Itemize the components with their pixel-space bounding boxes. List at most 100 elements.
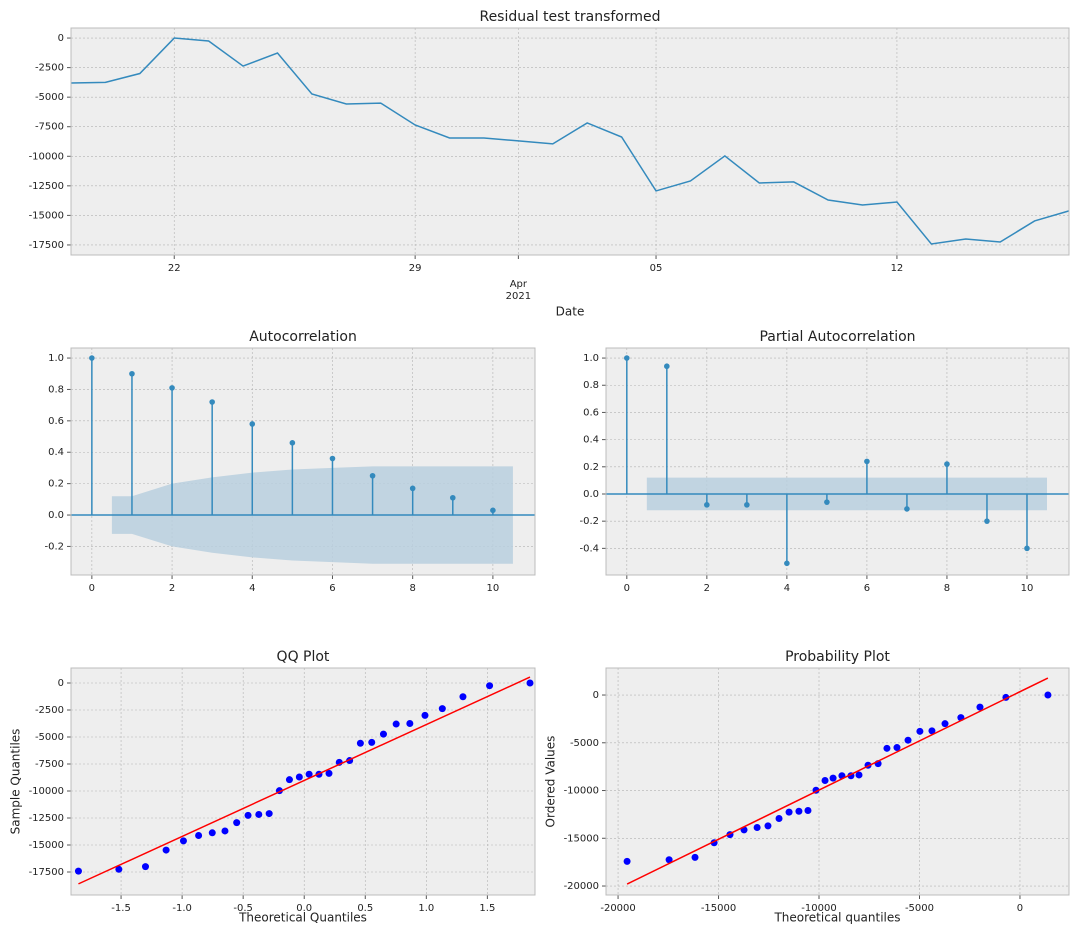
- chart-title: Autocorrelation: [249, 329, 357, 345]
- x-tick-label: 2: [704, 583, 710, 594]
- point: [753, 823, 761, 831]
- y-tick-label: -20000: [564, 881, 599, 892]
- point: [406, 720, 414, 728]
- stem-marker: [864, 458, 870, 465]
- point: [459, 693, 467, 701]
- stem-marker: [369, 472, 376, 479]
- point: [486, 682, 494, 690]
- y-tick-label: 0.6: [583, 407, 599, 418]
- x-tick-label: 10: [1021, 583, 1034, 594]
- x-tick-label: -0.5: [233, 903, 253, 914]
- point: [775, 815, 783, 823]
- stem-marker: [490, 507, 496, 514]
- point: [941, 720, 949, 728]
- x-axis-label: Theoretical quantiles: [773, 911, 900, 925]
- y-tick-label: -12500: [29, 813, 64, 824]
- x-tick-label: -1.5: [111, 903, 131, 914]
- stem-marker: [129, 370, 135, 377]
- point: [285, 776, 293, 784]
- point: [623, 857, 631, 865]
- stem-marker: [704, 502, 710, 508]
- y-tick-label: -10000: [564, 786, 599, 797]
- x-tick-label: 0: [1017, 903, 1023, 914]
- point: [221, 827, 229, 835]
- y-tick-label: -5000: [35, 732, 64, 743]
- y-tick-label: 0.8: [48, 384, 64, 395]
- chart-title: QQ Plot: [277, 649, 330, 665]
- x-tick-label: 1.0: [418, 903, 434, 914]
- point: [916, 727, 924, 735]
- line: [70, 37, 1070, 245]
- point: [691, 853, 699, 861]
- stem-marker: [409, 485, 416, 492]
- x-tick-label: 0.5: [357, 903, 373, 914]
- y-tick-label: 0: [593, 690, 599, 701]
- point: [821, 776, 829, 784]
- point: [233, 819, 241, 827]
- x-tick-label: -10000: [801, 903, 836, 914]
- x-tick-label: -15000: [701, 903, 736, 914]
- point: [305, 770, 313, 778]
- point: [265, 810, 273, 818]
- fit-line: [626, 677, 1049, 885]
- x-tick-label: 8: [409, 583, 415, 594]
- y-tick-label: -0.2: [579, 516, 599, 527]
- point: [855, 771, 863, 779]
- y-tick-label: -2500: [35, 705, 64, 716]
- point: [893, 744, 901, 752]
- y-tick-label: -12500: [29, 181, 64, 192]
- point: [115, 865, 123, 873]
- point: [1044, 691, 1052, 699]
- point: [665, 856, 673, 864]
- point: [162, 846, 170, 854]
- x-tick-label: 10: [487, 583, 500, 594]
- point: [883, 744, 891, 752]
- y-tick-label: 0.0: [48, 510, 64, 521]
- point: [795, 807, 803, 815]
- chart-title: Partial Autocorrelation: [759, 329, 915, 345]
- y-tick-label: 0.2: [583, 462, 599, 473]
- y-tick-label: -15000: [29, 840, 64, 851]
- point: [244, 811, 252, 819]
- plot-frame: [70, 347, 536, 576]
- y-tick-label: 1.0: [583, 353, 599, 364]
- point: [295, 773, 303, 781]
- y-axis-label: Sample Quantiles: [9, 729, 23, 835]
- y-tick-label: -5000: [35, 92, 64, 103]
- point: [195, 831, 203, 839]
- plot-frame: [605, 347, 1070, 576]
- point: [74, 867, 82, 875]
- stem-marker: [744, 502, 750, 508]
- x-tick-label: 8: [944, 583, 950, 594]
- y-axis-label: Ordered Values: [544, 736, 558, 828]
- stem-marker: [209, 399, 215, 405]
- y-tick-label: -10000: [29, 151, 64, 162]
- y-tick-label: 0.6: [48, 416, 64, 427]
- point: [764, 822, 772, 830]
- y-tick-label: 1.0: [48, 353, 64, 364]
- x-tick-label: Apr 2021: [505, 279, 532, 302]
- y-tick-label: 0.8: [583, 380, 599, 391]
- x-tick-label: 1.5: [479, 903, 495, 914]
- point: [785, 808, 793, 816]
- x-tick-label: 12: [891, 263, 904, 274]
- stem-marker: [449, 494, 456, 501]
- fit-line: [78, 676, 531, 885]
- stem-marker: [89, 355, 95, 361]
- y-tick-label: -15000: [564, 833, 599, 844]
- x-axis-label: Date: [556, 305, 585, 319]
- point: [179, 837, 187, 845]
- y-tick-label: -0.4: [579, 543, 599, 554]
- plot-frame: [70, 27, 1070, 256]
- plot-area: [606, 348, 1069, 575]
- plot-area: [71, 28, 1069, 255]
- point: [976, 703, 984, 711]
- chart-title: Probability Plot: [785, 649, 890, 665]
- stem-marker: [249, 421, 256, 427]
- chart-title: Residual test transformed: [479, 9, 660, 25]
- x-tick-label: 4: [249, 583, 255, 594]
- point: [379, 730, 387, 738]
- x-tick-label: 6: [329, 583, 335, 594]
- y-tick-label: -17500: [29, 240, 64, 251]
- y-tick-label: -7500: [35, 122, 64, 133]
